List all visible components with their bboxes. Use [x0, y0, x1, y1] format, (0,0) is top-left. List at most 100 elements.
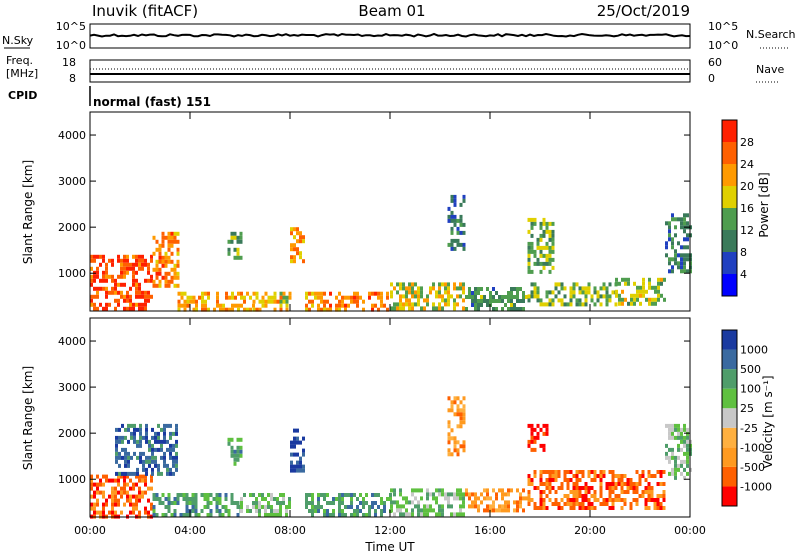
- velocity-cell: [145, 467, 148, 472]
- velocity-cell: [133, 427, 136, 432]
- power-cell: [671, 213, 674, 218]
- velocity-cell: [175, 463, 178, 468]
- velocity-cell: [492, 488, 495, 493]
- power-cell: [390, 282, 393, 287]
- power-cell: [671, 237, 674, 242]
- velocity-cell: [462, 448, 466, 453]
- power-cell: [255, 295, 259, 300]
- power-cell: [129, 294, 132, 299]
- power-cell: [164, 271, 168, 276]
- power-cell: [450, 218, 454, 223]
- velocity-cell: [314, 509, 317, 513]
- velocity-cell: [599, 482, 603, 486]
- velocity-cell: [572, 486, 576, 490]
- velocity-cell: [114, 510, 117, 515]
- power-cell: [138, 254, 141, 259]
- power-cell: [273, 299, 277, 304]
- velocity-cell: [560, 486, 564, 490]
- velocity-cell: [135, 474, 138, 479]
- velocity-cell: [144, 506, 147, 511]
- velocity-cell: [477, 504, 480, 509]
- power-cell: [170, 259, 174, 264]
- velocity-cell: [522, 488, 525, 493]
- power-cell: [132, 278, 135, 283]
- power-cell: [170, 275, 174, 280]
- power-cell: [542, 217, 546, 222]
- velocity-cell: [320, 505, 323, 509]
- power-cell: [648, 277, 651, 282]
- power-colorbar-swatch: [722, 208, 737, 230]
- velocity-cell: [270, 505, 273, 509]
- power-cell: [602, 286, 606, 291]
- velocity-cell: [368, 509, 371, 513]
- power-cell: [648, 285, 651, 290]
- power-cell: [639, 285, 642, 290]
- velocity-cell: [668, 427, 671, 432]
- power-cell: [240, 295, 243, 300]
- velocity-cell: [569, 502, 573, 506]
- velocity-cell: [133, 451, 136, 456]
- power-cell: [350, 299, 353, 304]
- velocity-cell: [453, 444, 457, 449]
- power-cell: [377, 307, 380, 312]
- power-cell: [374, 291, 377, 296]
- power-cell: [393, 286, 396, 291]
- velocity-cell: [93, 506, 96, 511]
- power-cell: [158, 267, 162, 272]
- power-cell: [305, 303, 308, 308]
- power-cell: [290, 231, 293, 236]
- velocity-colorbar-swatch: [722, 388, 737, 409]
- velocity-cell: [290, 452, 293, 457]
- power-cell: [93, 254, 96, 259]
- velocity-cell: [126, 490, 129, 495]
- velocity-cell: [438, 508, 441, 513]
- velocity-cell: [668, 431, 671, 436]
- velocity-cell: [411, 508, 414, 513]
- velocity-cell: [279, 505, 282, 509]
- velocity-cell: [151, 435, 154, 440]
- velocity-cell: [169, 435, 172, 440]
- power-cell: [299, 239, 302, 244]
- velocity-cell: [456, 492, 459, 497]
- velocity-cell: [462, 404, 466, 409]
- velocity-cell: [450, 512, 453, 517]
- velocity-cell: [90, 502, 93, 507]
- velocity-cell: [465, 488, 468, 493]
- velocity-cell: [138, 474, 141, 479]
- power-cell: [459, 214, 463, 219]
- velocity-cell: [674, 423, 677, 428]
- power-cell: [135, 254, 138, 259]
- power-cell: [627, 277, 630, 282]
- velocity-cell: [522, 508, 525, 513]
- velocity-cell: [163, 423, 166, 428]
- power-cell: [302, 239, 305, 244]
- velocity-cell: [299, 456, 302, 461]
- velocity-cell: [224, 505, 228, 509]
- velocity-cell: [459, 488, 462, 493]
- power-cell: [135, 286, 138, 291]
- power-cell: [117, 274, 120, 279]
- power-cell: [642, 289, 645, 294]
- nsearch-hi: 10^5: [708, 20, 738, 33]
- power-cell: [536, 241, 540, 246]
- velocity-cell: [444, 496, 447, 501]
- power-cell: [447, 298, 450, 303]
- velocity-cell: [542, 482, 546, 486]
- velocity-cell: [548, 498, 552, 502]
- velocity-cell: [545, 470, 549, 474]
- power-cell: [320, 295, 323, 300]
- velocity-cell: [551, 474, 555, 478]
- cpid-label: CPID: [8, 89, 37, 102]
- power-cell: [432, 302, 435, 307]
- power-cell: [671, 241, 674, 246]
- power-cell: [551, 229, 555, 234]
- power-cell: [527, 265, 531, 270]
- velocity-cell: [551, 470, 555, 474]
- power-cell: [444, 290, 447, 295]
- velocity-cell: [575, 482, 579, 486]
- velocity-cell: [554, 478, 558, 482]
- power-cell: [231, 291, 234, 296]
- velocity-cell: [420, 496, 423, 501]
- power-cell: [405, 298, 408, 303]
- power-cell: [668, 221, 671, 226]
